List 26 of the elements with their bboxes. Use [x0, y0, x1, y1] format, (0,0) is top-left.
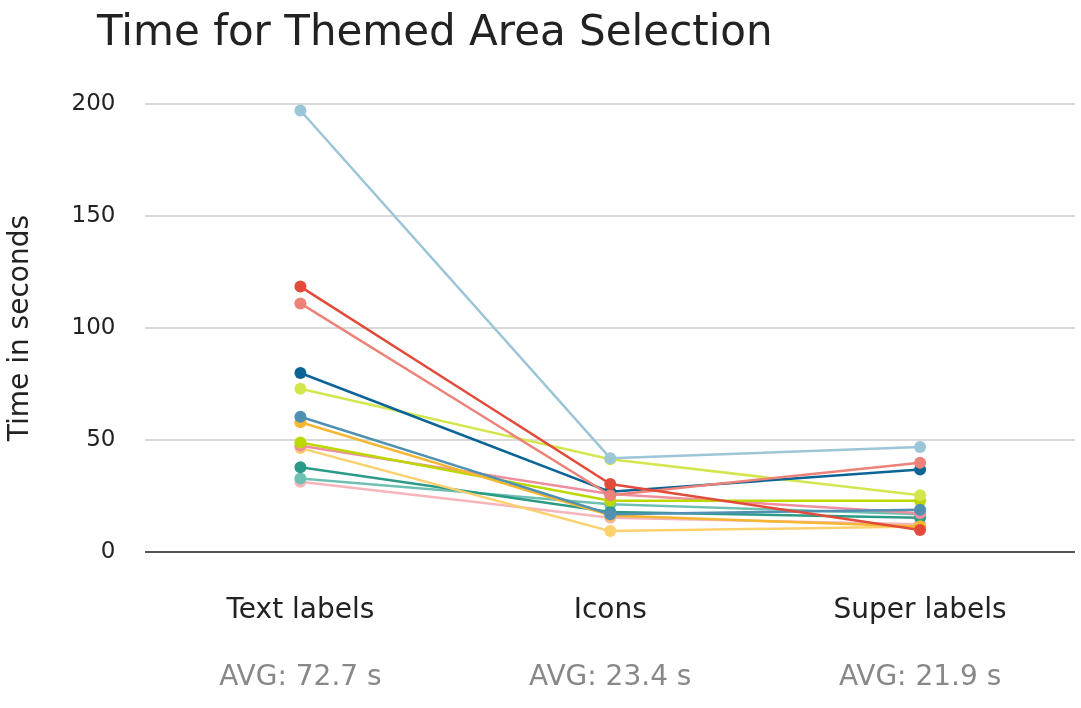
point [294, 410, 307, 423]
point [604, 525, 617, 538]
y-tick-label: 0 [100, 537, 116, 564]
point [294, 104, 307, 117]
point [294, 382, 307, 395]
y-tick-label: 150 [71, 200, 116, 227]
y-tick-label: 50 [86, 425, 116, 452]
point [294, 366, 307, 379]
point [604, 477, 617, 490]
point [294, 280, 307, 293]
point [294, 297, 307, 310]
chart-title: Time for Themed Area Selection [97, 6, 773, 55]
x-tick-label: Super labels [833, 592, 1007, 626]
y-tick-label: 200 [71, 88, 116, 115]
x-tick-label: Icons [573, 592, 647, 626]
point [914, 489, 927, 502]
text: AVG: 72.7 s [219, 659, 382, 693]
point [914, 440, 927, 453]
point [914, 503, 927, 516]
point [294, 461, 307, 474]
text: AVG: 21.9 s [838, 659, 1002, 693]
text: AVG: 23.4 s [529, 659, 692, 693]
x-tick-label: Text labels [225, 592, 375, 626]
y-axis-title: Time in seconds [2, 214, 36, 443]
point [914, 456, 927, 469]
y-tick-label: 100 [71, 313, 116, 340]
